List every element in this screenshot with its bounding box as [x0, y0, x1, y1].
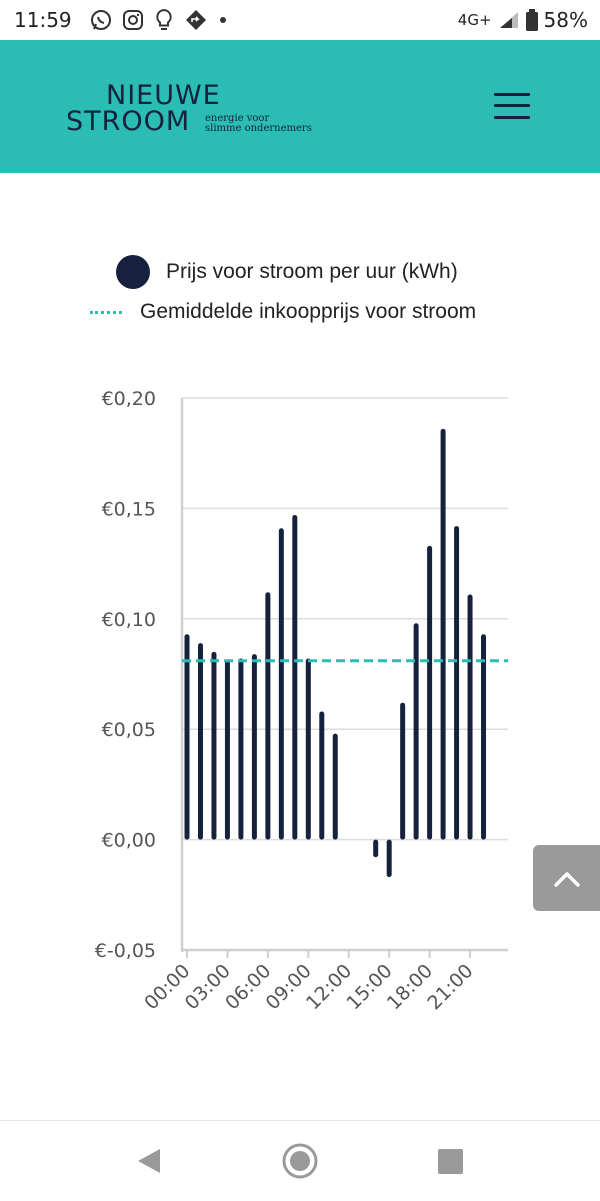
bar-1700 [413, 623, 419, 840]
home-circle-icon[interactable] [281, 1142, 319, 1180]
logo-text-line1: NIEUWE [106, 80, 221, 111]
bar-0900 [305, 658, 311, 840]
legend-item-average[interactable]: Gemiddelde inkoopprijs voor stroom [90, 300, 476, 324]
logo-tagline-2: slimme ondernemers [205, 123, 312, 134]
site-header: NIEUWE STROOM energie voor slimme ondern… [0, 40, 600, 173]
y-tick-label: €-0,05 [95, 940, 156, 962]
bar-0100 [197, 643, 203, 840]
logo-tagline-1: energie voor [205, 113, 270, 124]
instagram-icon [123, 10, 143, 30]
android-nav-bar [0, 1120, 600, 1201]
bar-2000 [454, 526, 460, 840]
x-tick-label: 15:00 [342, 960, 396, 1014]
bar-1000 [319, 711, 325, 840]
bar-0800 [292, 515, 298, 840]
dot-icon [220, 17, 226, 23]
back-triangle-icon[interactable] [136, 1148, 162, 1174]
x-tick-label: 21:00 [423, 960, 477, 1014]
y-tick-label: €0,05 [102, 719, 156, 741]
hamburger-menu-icon[interactable] [494, 92, 530, 120]
status-bar: 11:59 4G+ 58% [0, 0, 600, 40]
bar-0400 [238, 658, 244, 840]
x-tick-label: 00:00 [140, 960, 194, 1014]
bar-1800 [427, 545, 433, 840]
bar-0200 [211, 651, 217, 840]
legend-label-average: Gemiddelde inkoopprijs voor stroom [140, 300, 477, 323]
chevron-up-icon [554, 872, 580, 887]
legend-dot-icon [116, 255, 150, 289]
bar-0300 [224, 660, 230, 840]
navigation-icon [186, 10, 206, 30]
bar-2200 [481, 634, 487, 840]
scroll-to-top-button[interactable] [533, 845, 600, 911]
notification-icons [90, 8, 228, 32]
bar-1100 [332, 733, 338, 840]
bar-0000 [184, 634, 190, 840]
legend-dash-icon [90, 310, 122, 314]
logo-text-line2: STROOM [66, 106, 191, 137]
whatsapp-icon [91, 10, 111, 30]
bar-1400 [373, 839, 379, 858]
bar-2100 [467, 594, 473, 840]
legend-label-price: Prijs voor stroom per uur (kWh) [166, 260, 458, 283]
price-chart-svg: €-0,05 €0,00 €0,05 €0,10 €0,15 €0,20 00:0003:0… [95, 388, 508, 1014]
y-tick-label: €0,20 [102, 388, 156, 410]
x-tick-label: 18:00 [383, 960, 437, 1014]
bar-0500 [251, 654, 257, 840]
status-time: 11:59 [14, 8, 72, 32]
y-tick-label: €0,15 [102, 498, 156, 520]
status-right: 4G+ 58% [458, 8, 588, 32]
bar-1500 [386, 839, 392, 878]
y-tick-label: €0,10 [102, 609, 156, 631]
battery-icon [525, 9, 538, 31]
price-chart: €-0,05 €0,00 €0,05 €0,10 €0,15 €0,20 00:00 03:0… [0, 380, 600, 1040]
bar-1900 [440, 428, 446, 840]
y-tick-label: €0,00 [102, 830, 156, 852]
recent-apps-square-icon[interactable] [438, 1149, 463, 1174]
lightbulb-icon [156, 8, 172, 30]
bar-0600 [265, 592, 271, 840]
signal-icon [499, 12, 518, 28]
x-tick-label: 09:00 [262, 960, 316, 1014]
bar-0700 [278, 528, 284, 840]
x-tick-label: 06:00 [221, 960, 275, 1014]
logo-tagline: energie voor slimme ondernemers [205, 114, 312, 134]
x-tick-label: 03:00 [181, 960, 235, 1014]
x-tick-label: 12:00 [302, 960, 356, 1014]
battery-percent: 58% [543, 8, 588, 32]
network-type: 4G+ [457, 11, 492, 29]
bar-1600 [400, 702, 406, 840]
legend-item-price[interactable]: Prijs voor stroom per uur (kWh) [116, 255, 458, 289]
